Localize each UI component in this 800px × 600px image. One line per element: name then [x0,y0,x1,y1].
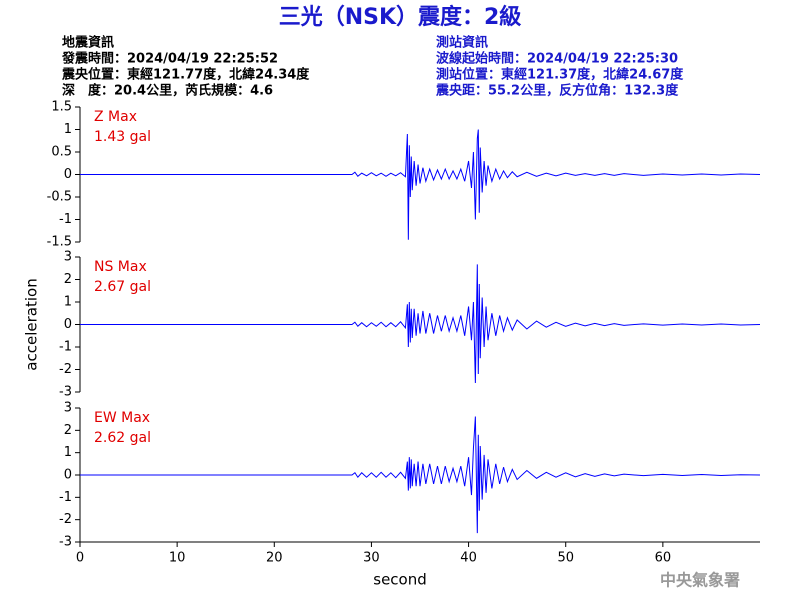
chart-title: 三光（NSK）震度：2級 [279,4,522,30]
x-axis-label: second [373,571,427,589]
station-line: 測站資訊 [436,35,488,51]
x-tick-label: 10 [169,551,186,566]
y-tick-label: 1.5 [51,100,72,115]
x-tick-label: 0 [76,551,84,566]
y-tick-label: 0 [64,167,72,182]
info-line: 深 度：20.4公里，芮氏規模：4.6 [62,83,273,99]
y-tick-label: 2 [64,423,72,438]
y-tick-label: -2 [59,512,72,527]
info-line: 震央位置：東經121.77度，北緯24.34度 [61,67,310,83]
annotation: 2.62 gal [94,430,151,446]
annotation: Z Max [94,109,137,125]
station-line: 震央距：55.2公里，反方位角：132.3度 [435,83,679,99]
watermark: 中央氣象署 [660,571,740,590]
y-tick-label: 0.5 [51,145,72,160]
y-axis-label: acceleration [23,278,41,370]
y-tick-label: -3 [59,385,72,400]
y-tick-label: -2 [59,362,72,377]
y-tick-label: -1 [59,212,72,227]
x-tick-label: 30 [363,551,380,566]
y-tick-label: -1 [59,490,72,505]
x-tick-label: 40 [460,551,477,566]
annotation: 2.67 gal [94,279,151,295]
x-tick-label: 50 [557,551,574,566]
annotation: EW Max [94,410,150,426]
info-line: 地震資訊 [62,35,114,51]
annotation: 1.43 gal [94,129,151,145]
waveform [80,416,761,534]
y-tick-label: -1.5 [47,235,72,250]
waveform [80,129,761,240]
y-tick-label: 2 [64,272,72,287]
y-tick-label: 1 [64,445,72,460]
station-line: 測站位置：東經121.37度，北緯24.67度 [436,67,684,83]
annotation: NS Max [94,259,147,275]
y-tick-label: -0.5 [47,190,72,205]
x-tick-label: 60 [655,551,672,566]
y-tick-label: -3 [59,535,72,550]
y-tick-label: 1 [64,295,72,310]
y-tick-label: -1 [59,340,72,355]
station-line: 波線起始時間：2024/04/19 22:25:30 [436,51,678,67]
x-tick-label: 20 [266,551,283,566]
y-tick-label: 1 [64,122,72,137]
waveform [80,264,761,384]
y-tick-label: 0 [64,317,72,332]
y-tick-label: 3 [64,401,72,416]
y-tick-label: 3 [64,250,72,265]
info-line: 發震時間：2024/04/19 22:25:52 [61,51,278,67]
y-tick-label: 0 [64,468,72,483]
